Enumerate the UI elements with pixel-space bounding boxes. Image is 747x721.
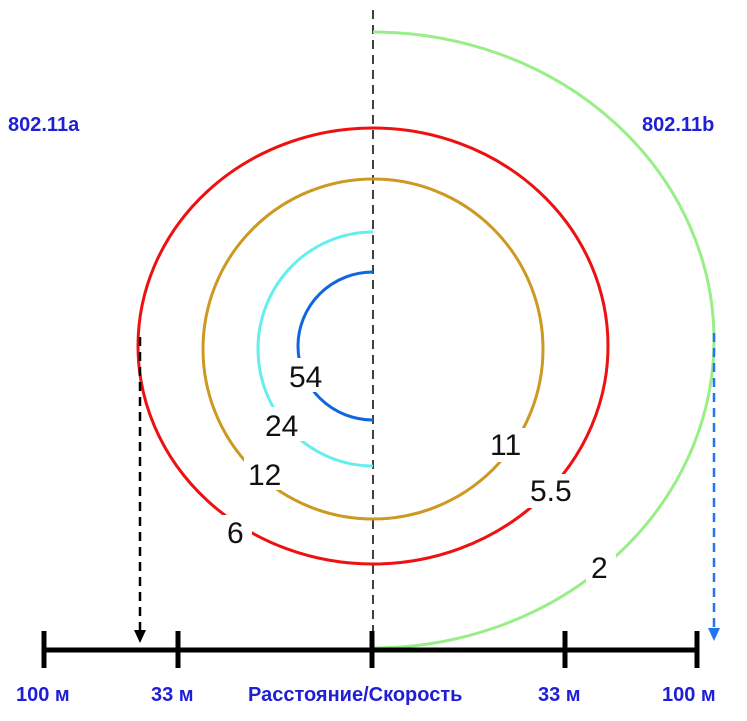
range-arc-blue [296,270,374,422]
rate-label-12: 12 [248,459,281,492]
axis-label-100m-right: 100 м [662,684,716,706]
rate-label-54: 54 [289,361,322,394]
range-arc-cyan [256,230,374,468]
range-ring-red [136,126,610,566]
range-ring-gold [201,177,545,521]
axis-label-center: Расстояние/Скорость [248,684,462,706]
standard-label-b: 802.11b [642,114,714,136]
rate-label-6: 6 [227,517,244,550]
label-mask-5.5 [527,474,583,508]
arrow-left-head-icon [134,630,146,643]
rate-label-2: 2 [591,552,608,585]
label-mask-12 [244,456,288,490]
label-mask-54 [286,358,330,392]
axis-label-100m-left: 100 м [16,684,70,706]
standard-label-a: 802.11a [8,114,80,136]
rate-label-24: 24 [265,410,298,443]
label-mask-24 [262,407,306,441]
label-mask-2 [586,550,616,584]
axis-label-33m-right: 33 м [538,684,581,706]
rate-label-11: 11 [490,429,521,462]
label-mask-6 [222,515,252,549]
arrow-right-head-icon [708,628,720,641]
axis-label-33m-left: 33 м [151,684,194,706]
label-mask-11 [486,428,528,462]
rate-label-5.5: 5.5 [530,475,572,508]
